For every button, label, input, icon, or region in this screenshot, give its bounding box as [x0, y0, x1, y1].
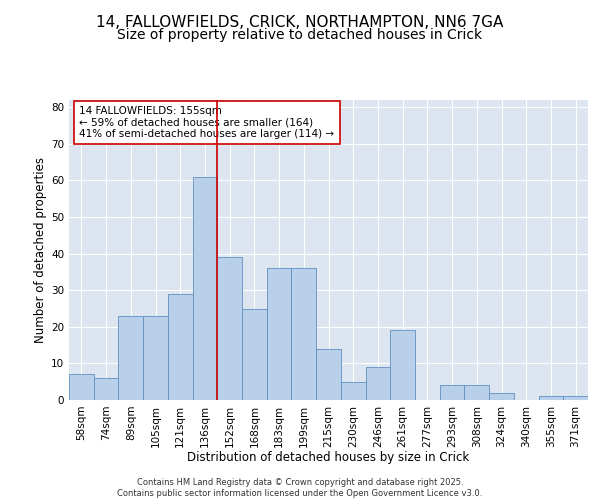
Bar [267, 268, 292, 400]
Bar [69, 374, 94, 400]
Bar [316, 349, 341, 400]
Bar [365, 367, 390, 400]
Bar [464, 386, 489, 400]
Text: Contains HM Land Registry data © Crown copyright and database right 2025.
Contai: Contains HM Land Registry data © Crown c… [118, 478, 482, 498]
Bar [217, 258, 242, 400]
Bar [563, 396, 588, 400]
Bar [292, 268, 316, 400]
Text: 14, FALLOWFIELDS, CRICK, NORTHAMPTON, NN6 7GA: 14, FALLOWFIELDS, CRICK, NORTHAMPTON, NN… [97, 15, 503, 30]
Bar [341, 382, 365, 400]
Bar [143, 316, 168, 400]
Bar [94, 378, 118, 400]
Bar [390, 330, 415, 400]
Bar [489, 392, 514, 400]
Bar [118, 316, 143, 400]
X-axis label: Distribution of detached houses by size in Crick: Distribution of detached houses by size … [187, 451, 470, 464]
Bar [539, 396, 563, 400]
Bar [168, 294, 193, 400]
Bar [440, 386, 464, 400]
Bar [242, 308, 267, 400]
Y-axis label: Number of detached properties: Number of detached properties [34, 157, 47, 343]
Text: Size of property relative to detached houses in Crick: Size of property relative to detached ho… [118, 28, 482, 42]
Text: 14 FALLOWFIELDS: 155sqm
← 59% of detached houses are smaller (164)
41% of semi-d: 14 FALLOWFIELDS: 155sqm ← 59% of detache… [79, 106, 335, 139]
Bar [193, 177, 217, 400]
